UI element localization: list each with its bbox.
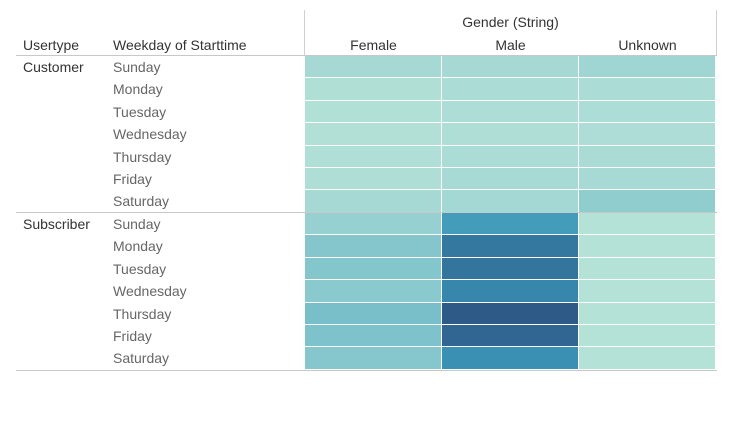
weekday-label: Friday: [113, 171, 152, 187]
heatmap-cell-unknown[interactable]: [579, 235, 715, 257]
column-group-title: Gender (String): [462, 14, 559, 30]
usertype-label: Subscriber: [23, 216, 90, 232]
heatmap-cell-unknown[interactable]: [579, 302, 715, 324]
heatmap-cell-female[interactable]: [305, 168, 441, 190]
header-bottom-rule: [16, 55, 717, 56]
heatmap-cell-female[interactable]: [305, 123, 441, 145]
weekday-label: Saturday: [113, 193, 170, 210]
heatmap-cell-female[interactable]: [305, 56, 441, 78]
heatmap-cell-female[interactable]: [305, 100, 441, 123]
heatmap-cell-male[interactable]: [442, 325, 578, 347]
table-bottom-rule: [16, 370, 717, 371]
weekday-label: Sunday: [113, 216, 161, 232]
heatmap-cell-unknown[interactable]: [579, 145, 715, 167]
heatmap-cell-unknown[interactable]: [579, 280, 715, 302]
heatmap-cell-male[interactable]: [442, 213, 578, 235]
heatmap-cell-male[interactable]: [442, 168, 578, 190]
column-header-male: Male: [495, 37, 526, 53]
weekday-label: Wednesday: [113, 283, 187, 300]
heatmap-cell-female[interactable]: [305, 325, 441, 347]
heatmap-cell-male[interactable]: [442, 280, 578, 302]
weekday-label: Friday: [113, 328, 152, 344]
heatmap-cell-unknown[interactable]: [579, 325, 715, 347]
header-usertype: Usertype: [23, 37, 80, 53]
heatmap-cell-male[interactable]: [442, 145, 578, 167]
heatmap-cell-unknown[interactable]: [579, 257, 715, 280]
heatmap-cell-female[interactable]: [305, 257, 441, 280]
column-header-unknown: Unknown: [618, 37, 677, 53]
heatmap-cell-male[interactable]: [442, 56, 578, 78]
header-divider-left: [304, 10, 305, 56]
heatmap-cell-female[interactable]: [305, 78, 441, 100]
heatmap-cell-male[interactable]: [442, 100, 578, 123]
heatmap-cell-unknown[interactable]: [579, 78, 715, 100]
heatmap-cell-unknown[interactable]: [579, 56, 715, 78]
heatmap-cell-female[interactable]: [305, 190, 441, 212]
header-weekday: Weekday of Starttime: [113, 37, 247, 53]
weekday-label: Monday: [113, 81, 163, 98]
weekday-label: Saturday: [113, 350, 170, 367]
weekday-label: Sunday: [113, 59, 161, 75]
usertype-label: Customer: [23, 59, 84, 75]
heatmap-cell-male[interactable]: [442, 190, 578, 212]
heatmap-cell-female[interactable]: [305, 280, 441, 302]
heatmap-cell-male[interactable]: [442, 302, 578, 324]
weekday-label: Tuesday: [113, 103, 167, 120]
heatmap-cell-female[interactable]: [305, 302, 441, 324]
weekday-label: Thursday: [113, 148, 172, 165]
weekday-label: Monday: [113, 238, 163, 255]
heatmap-cell-unknown[interactable]: [579, 123, 715, 145]
heatmap-cell-female[interactable]: [305, 235, 441, 257]
weekday-label: Thursday: [113, 305, 172, 322]
weekday-label: Wednesday: [113, 126, 187, 143]
heatmap-cell-unknown[interactable]: [579, 190, 715, 212]
heatmap-cell-unknown[interactable]: [579, 347, 715, 369]
heatmap-cell-male[interactable]: [442, 347, 578, 369]
column-header-female: Female: [350, 37, 397, 53]
heatmap-cell-male[interactable]: [442, 123, 578, 145]
heatmap-cell-female[interactable]: [305, 145, 441, 167]
group-divider: [16, 212, 717, 213]
heatmap-cell-female[interactable]: [305, 347, 441, 369]
heatmap-cell-unknown[interactable]: [579, 100, 715, 123]
heatmap-cell-unknown[interactable]: [579, 168, 715, 190]
heatmap-cell-male[interactable]: [442, 257, 578, 280]
heatmap-cell-male[interactable]: [442, 78, 578, 100]
heatmap-cell-female[interactable]: [305, 213, 441, 235]
heatmap-cell-male[interactable]: [442, 235, 578, 257]
weekday-label: Tuesday: [113, 260, 167, 277]
heatmap-cell-unknown[interactable]: [579, 213, 715, 235]
header-divider-right: [716, 10, 717, 56]
